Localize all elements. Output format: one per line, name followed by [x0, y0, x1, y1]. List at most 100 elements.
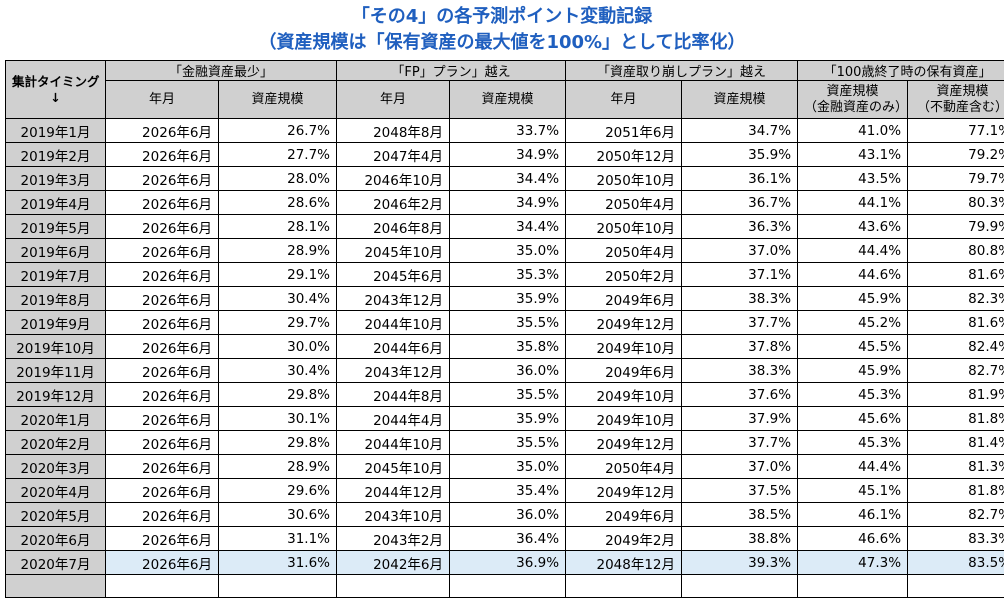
asset-scale-cell: 38.3% — [682, 287, 798, 311]
timing-cell: 2019年10月 — [6, 335, 106, 359]
table-title: 「その4」の各予測ポイント変動記録 — [0, 6, 1004, 28]
year-month-cell: 2048年12月 — [566, 551, 682, 575]
asset-scale-cell: 34.7% — [682, 119, 798, 143]
year-month-cell: 2050年10月 — [566, 167, 682, 191]
col-header-line: 資産規模 — [937, 84, 989, 99]
empty-cell — [219, 575, 337, 598]
asset-scale-financial-cell: 43.1% — [798, 143, 908, 167]
timing-cell: 2019年6月 — [6, 239, 106, 263]
asset-scale-financial-cell: 46.1% — [798, 503, 908, 527]
asset-scale-financial-cell: 45.3% — [798, 383, 908, 407]
asset-scale-cell: 31.6% — [219, 551, 337, 575]
timing-cell: 2019年5月 — [6, 215, 106, 239]
asset-scale-cell: 29.6% — [219, 479, 337, 503]
asset-scale-cell: 36.9% — [450, 551, 566, 575]
col-header-year-month: 年月 — [337, 81, 450, 119]
asset-scale-financial-cell: 47.3% — [798, 551, 908, 575]
year-month-cell: 2050年10月 — [566, 215, 682, 239]
year-month-cell: 2050年4月 — [566, 191, 682, 215]
asset-scale-cell: 37.1% — [682, 263, 798, 287]
asset-scale-cell: 37.9% — [682, 407, 798, 431]
asset-scale-cell: 36.3% — [682, 215, 798, 239]
asset-scale-realestate-cell: 79.9% — [908, 215, 1004, 239]
year-month-cell: 2044年8月 — [337, 383, 450, 407]
year-month-cell: 2050年12月 — [566, 143, 682, 167]
year-month-cell: 2026年6月 — [106, 119, 219, 143]
asset-scale-cell: 29.8% — [219, 431, 337, 455]
year-month-cell: 2046年2月 — [337, 191, 450, 215]
year-month-cell: 2026年6月 — [106, 167, 219, 191]
asset-scale-cell: 30.0% — [219, 335, 337, 359]
year-month-cell: 2049年12月 — [566, 431, 682, 455]
timing-cell: 2020年3月 — [6, 455, 106, 479]
year-month-cell: 2026年6月 — [106, 191, 219, 215]
group-header-age100-assets: 「100歳終了時の保有資産」 — [798, 61, 1004, 81]
asset-scale-cell: 36.0% — [450, 359, 566, 383]
asset-scale-realestate-cell: 81.9% — [908, 383, 1004, 407]
year-month-cell: 2026年6月 — [106, 455, 219, 479]
year-month-cell: 2026年6月 — [106, 335, 219, 359]
empty-cell — [908, 575, 1004, 598]
year-month-cell: 2049年6月 — [566, 287, 682, 311]
asset-scale-cell: 35.3% — [450, 263, 566, 287]
empty-cell — [450, 575, 566, 598]
group-header-fp-plan: 「FP」プラン」越え — [337, 61, 566, 81]
timing-cell: 2020年2月 — [6, 431, 106, 455]
year-month-cell: 2051年6月 — [566, 119, 682, 143]
year-month-cell: 2049年10月 — [566, 335, 682, 359]
asset-scale-cell: 28.9% — [219, 455, 337, 479]
asset-scale-financial-cell: 43.5% — [798, 167, 908, 191]
year-month-cell: 2049年12月 — [566, 479, 682, 503]
year-month-cell: 2026年6月 — [106, 527, 219, 551]
year-month-cell: 2026年6月 — [106, 551, 219, 575]
year-month-cell: 2026年6月 — [106, 431, 219, 455]
asset-scale-cell: 28.9% — [219, 239, 337, 263]
asset-scale-financial-cell: 45.9% — [798, 359, 908, 383]
asset-scale-realestate-cell: 79.2% — [908, 143, 1004, 167]
year-month-cell: 2045年10月 — [337, 455, 450, 479]
year-month-cell: 2026年6月 — [106, 479, 219, 503]
asset-scale-cell: 29.1% — [219, 263, 337, 287]
year-month-cell: 2043年12月 — [337, 287, 450, 311]
col-header-year-month: 年月 — [106, 81, 219, 119]
asset-scale-financial-cell: 45.6% — [798, 407, 908, 431]
timing-header: 集計タイミング ↓ — [6, 61, 106, 119]
empty-cell — [682, 575, 798, 598]
timing-cell: 2020年6月 — [6, 527, 106, 551]
col-header-asset-scale-financial: 資産規模 （金融資産のみ） — [798, 81, 908, 119]
year-month-cell: 2026年6月 — [106, 143, 219, 167]
asset-scale-cell: 38.3% — [682, 359, 798, 383]
asset-scale-cell: 29.8% — [219, 383, 337, 407]
year-month-cell: 2026年6月 — [106, 263, 219, 287]
asset-scale-cell: 39.3% — [682, 551, 798, 575]
asset-scale-cell: 30.4% — [219, 359, 337, 383]
asset-scale-realestate-cell: 81.8% — [908, 407, 1004, 431]
asset-scale-realestate-cell: 81.3% — [908, 455, 1004, 479]
year-month-cell: 2046年8月 — [337, 215, 450, 239]
asset-scale-cell: 28.1% — [219, 215, 337, 239]
asset-scale-realestate-cell: 79.7% — [908, 167, 1004, 191]
timing-cell: 2019年4月 — [6, 191, 106, 215]
asset-scale-cell: 28.6% — [219, 191, 337, 215]
year-month-cell: 2046年10月 — [337, 167, 450, 191]
prediction-table: 集計タイミング ↓ 「金融資産最少」 「FP」プラン」越え 「資産取り崩しプラン… — [5, 60, 1004, 598]
asset-scale-cell: 37.6% — [682, 383, 798, 407]
year-month-cell: 2050年4月 — [566, 455, 682, 479]
asset-scale-cell: 35.5% — [450, 383, 566, 407]
year-month-cell: 2043年10月 — [337, 503, 450, 527]
year-month-cell: 2026年6月 — [106, 503, 219, 527]
empty-row — [6, 575, 1004, 598]
asset-scale-financial-cell: 44.6% — [798, 263, 908, 287]
timing-cell: 2019年1月 — [6, 119, 106, 143]
asset-scale-cell: 37.0% — [682, 239, 798, 263]
